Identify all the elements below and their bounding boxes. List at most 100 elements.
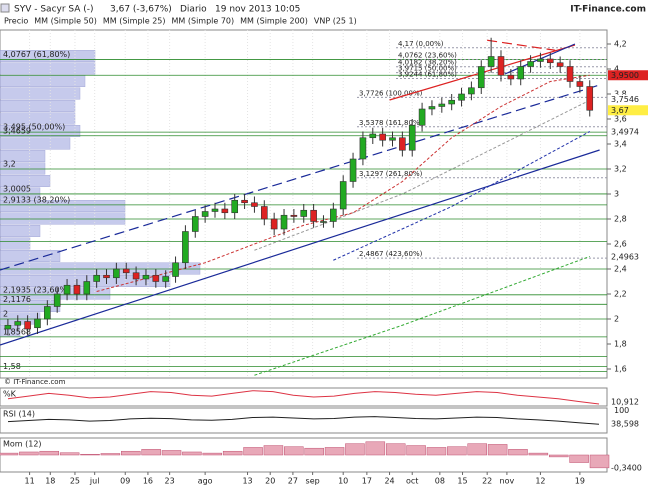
level-label: 2,9133 (38,20%) [3,195,70,204]
x-tick-label: 11 [24,477,34,486]
title: SYV - Sacyr SA (-) [14,5,94,15]
momentum-bar [284,446,304,456]
momentum-bar [528,452,549,456]
candle-body [251,202,258,207]
y-tick-label: 3,4 [614,140,627,149]
y-tick-label: 1,8 [614,340,627,349]
level-label: 4,0767 (61,80%) [3,50,70,59]
candle-body [320,221,327,223]
moving-average [254,99,590,251]
volume-bar [0,200,126,212]
fib-label: 3,7726 (100,00%) [359,89,423,97]
momentum-bar [548,454,569,458]
candle-body [221,208,229,214]
y-tick-label: 3,6 [614,115,627,124]
x-tick-label: 27 [288,477,298,486]
period: Diario [180,5,207,15]
level-label: 3,4659 [3,126,31,135]
volume-bar [0,125,81,137]
candle-body [152,274,160,282]
x-tick-label: sep [306,477,320,486]
candle-body [428,106,436,110]
candle-body [142,274,150,280]
candle-body [162,276,169,282]
volume-bar [0,50,96,62]
momentum-bar [569,454,589,463]
icon [0,3,10,13]
price-box [608,70,648,81]
panel-line [7,390,600,405]
candle-body [260,206,268,220]
candle-body [517,66,525,80]
momentum-bar [589,454,610,469]
level-label: 3,0005 [3,184,31,193]
momentum-bar [39,450,60,456]
panel-title: %K [3,390,17,399]
price-label: 3,9500 [611,71,639,80]
x-tick-label: 20 [265,477,275,486]
legend-entry: Precio [4,17,28,26]
candle-body [477,66,485,89]
trendline [487,39,556,51]
x-tick-label: nov [500,477,515,486]
candle-body [448,99,455,105]
x-tick-label: 19 [575,477,585,486]
momentum-bar [263,445,284,456]
candle-body [4,324,12,330]
candle-body [349,158,357,182]
momentum-bar [345,443,365,456]
candle-body [339,181,347,210]
price-box [608,105,648,116]
momentum-bar [426,447,447,456]
x-tick-label: 17 [362,477,372,486]
panel-title: RSI (14) [3,410,35,419]
x-tick-label: 25 [70,477,80,486]
momentum-bar [182,451,202,456]
x-tick-label: 22 [482,477,492,486]
candle-body [63,284,71,295]
candle-body [103,274,110,279]
candle-body [408,124,416,151]
candle-body [172,262,179,277]
legend-entry: MM (Simple 200) [240,17,308,26]
x-tick-label: 12 [535,477,545,486]
momentum-bar [100,453,121,456]
candle-body [280,214,288,230]
y-tick-label: 2,6 [614,240,627,249]
level-label: 3,495 (50,00%) [3,123,65,132]
panel-value: -0,3400 [611,463,642,472]
panel-value: 38,598 [611,420,639,429]
candle-body [310,209,317,222]
x-tick-label: 08 [435,477,445,486]
momentum-bar [447,446,467,456]
y-tick-label: 2,4 [614,265,627,274]
candle-body [44,306,51,320]
momentum-bar [80,453,100,456]
candle-body [93,274,100,282]
candle-body [359,137,367,160]
date: 19 nov 2013 10:05 [215,5,300,15]
level-label: 3,2 [3,160,16,169]
candle-body [122,268,130,274]
legend-entry: MM (Simple 50) [34,17,97,26]
momentum-bar [141,449,161,456]
price-label: 3,7546 [611,95,639,104]
candle-body [389,137,396,141]
x-tick-label: 18 [45,477,55,486]
candle-body [231,199,239,214]
volume-bar [0,112,76,125]
candle-body [300,209,308,217]
candle-body [507,74,515,80]
candle-body [330,208,337,222]
price-text: 3,67 (-3,67%) [110,5,172,15]
level-label: 2,1176 [3,295,31,304]
candle-body [14,321,22,326]
candle-body [576,81,584,87]
volume-bar [0,87,81,100]
y-tick-label: 2 [614,315,619,324]
price-label: 3,67 [611,106,629,115]
legend-entry: MM (Simple 70) [172,17,235,26]
fib-label: 4,0762 (23,60%) [398,51,457,59]
candle-body [369,133,377,139]
